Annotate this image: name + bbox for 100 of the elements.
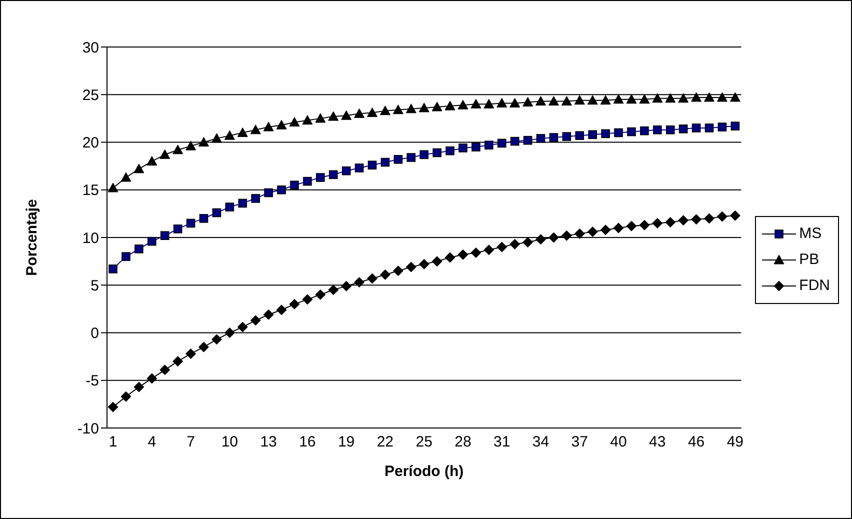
point	[108, 402, 118, 412]
point	[627, 127, 636, 136]
point	[600, 95, 611, 105]
point	[211, 334, 222, 345]
point	[392, 266, 404, 276]
point	[368, 160, 377, 170]
legend-label: MS	[799, 225, 822, 242]
point	[186, 218, 196, 228]
point	[392, 104, 404, 114]
point	[134, 382, 144, 392]
point	[328, 111, 339, 121]
point	[640, 126, 649, 136]
point	[354, 277, 365, 288]
x-tick-label: 19	[338, 434, 355, 451]
point	[549, 133, 558, 142]
point	[458, 100, 468, 110]
point	[718, 122, 727, 132]
point	[394, 154, 403, 164]
point	[458, 249, 468, 260]
point	[237, 127, 248, 137]
point	[302, 294, 313, 305]
point	[315, 113, 326, 123]
y-tick-label: 5	[90, 277, 99, 294]
point	[665, 93, 676, 103]
point	[341, 110, 352, 120]
point	[484, 244, 494, 256]
x-tick-label: 1	[108, 434, 118, 451]
point	[678, 124, 688, 134]
point	[574, 95, 585, 105]
point	[316, 173, 325, 182]
y-tick-label: 10	[82, 230, 99, 247]
point	[704, 124, 714, 132]
point	[587, 95, 598, 105]
point	[575, 131, 584, 140]
point	[665, 217, 676, 228]
point	[716, 92, 728, 102]
y-tick-label: 25	[82, 86, 99, 104]
point	[652, 93, 663, 103]
point	[523, 136, 532, 145]
point	[432, 102, 442, 112]
point	[601, 129, 610, 138]
point	[290, 180, 299, 190]
point	[496, 242, 508, 252]
y-axis-title: Porcentaje	[23, 199, 40, 276]
point	[678, 93, 689, 103]
point	[276, 304, 287, 316]
point	[652, 218, 663, 228]
point	[302, 115, 313, 125]
point	[212, 208, 222, 218]
point	[613, 222, 624, 234]
legend-label: FDN	[799, 277, 830, 294]
point	[264, 188, 273, 198]
point	[277, 185, 286, 194]
point	[120, 172, 132, 182]
point	[653, 125, 662, 134]
point	[730, 122, 740, 130]
point	[418, 102, 430, 112]
x-tick-label: 31	[494, 434, 510, 451]
point	[432, 148, 442, 158]
point	[172, 144, 184, 154]
point	[211, 133, 222, 143]
x-tick-label: 40	[610, 434, 627, 451]
point	[238, 198, 248, 208]
x-tick-label: 22	[376, 434, 394, 451]
point	[354, 164, 364, 172]
point	[198, 137, 209, 146]
point	[561, 96, 572, 106]
point	[366, 107, 378, 117]
x-tick-label: 37	[571, 434, 588, 451]
point	[522, 237, 534, 248]
point	[666, 125, 675, 134]
y-tick-label: 20	[82, 134, 99, 152]
point	[704, 213, 714, 224]
point	[406, 153, 416, 162]
point	[198, 342, 209, 352]
point	[186, 348, 196, 359]
point	[730, 92, 740, 102]
legend-label: PB	[799, 251, 820, 268]
point	[224, 328, 235, 338]
point	[366, 273, 378, 284]
point	[613, 94, 624, 104]
point	[108, 182, 118, 192]
point	[470, 247, 482, 258]
point	[276, 120, 287, 130]
point	[199, 214, 208, 223]
x-tick-label: 7	[186, 434, 195, 451]
point	[535, 234, 546, 245]
point	[225, 202, 234, 212]
y-tick-label: -5	[86, 372, 99, 390]
point	[444, 252, 456, 263]
point	[548, 96, 559, 106]
point	[510, 98, 520, 108]
point	[458, 144, 468, 152]
y-tick-label: -10	[77, 420, 99, 438]
y-tick-label: 15	[82, 182, 99, 200]
point	[122, 252, 130, 261]
point	[522, 96, 534, 106]
point	[380, 106, 390, 116]
point	[380, 269, 390, 280]
point	[587, 226, 598, 238]
